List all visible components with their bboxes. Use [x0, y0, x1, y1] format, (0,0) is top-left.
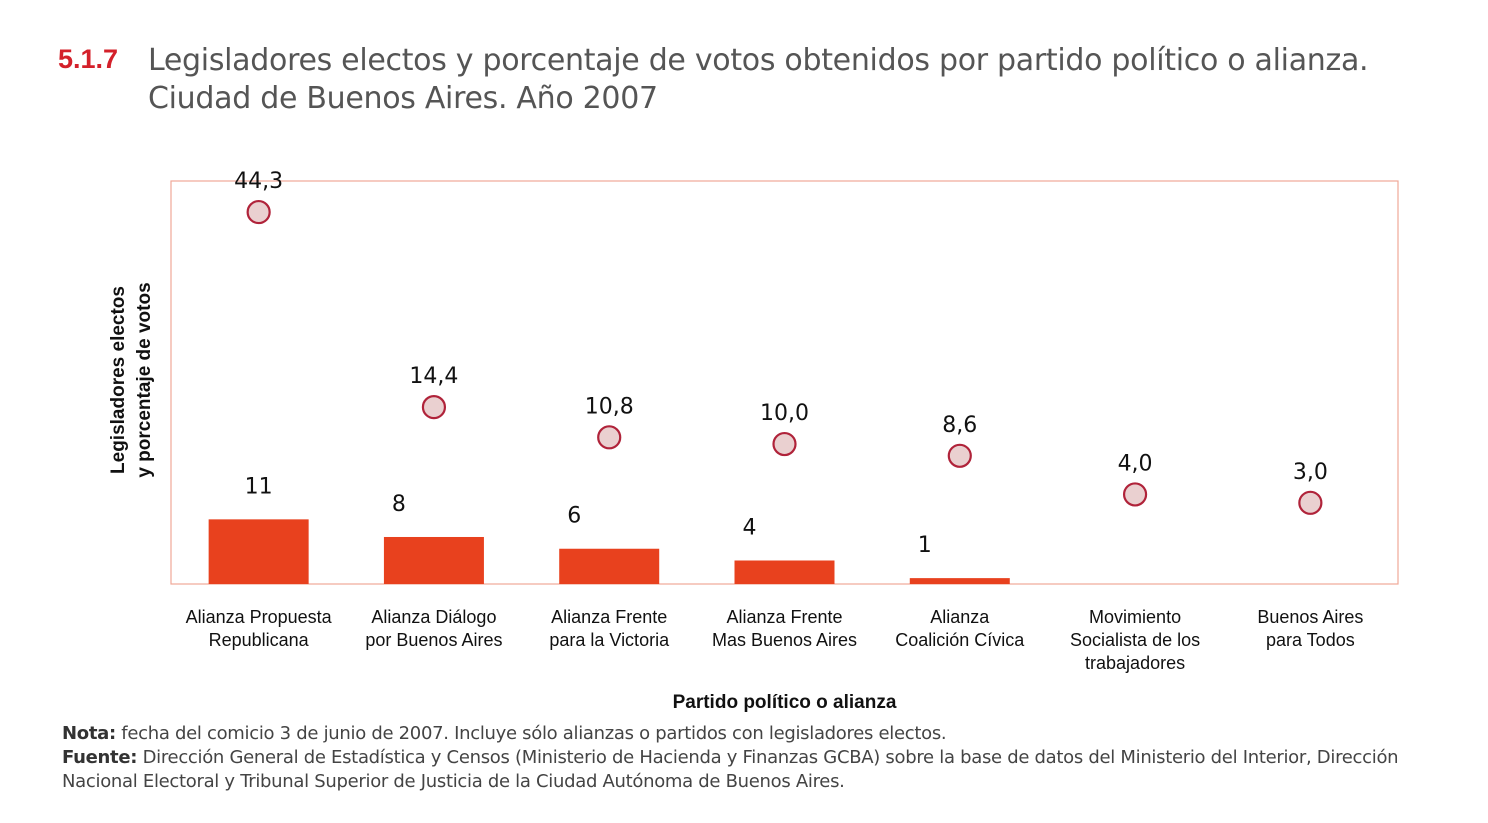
bar-data-label: 4: [743, 515, 757, 540]
x-tick-label: Alianza: [930, 607, 990, 627]
x-tick-label: Republicana: [209, 630, 310, 650]
percent-point: [421, 395, 447, 420]
percent-point: [1298, 490, 1323, 515]
x-tick-label: Coalición Cívica: [895, 630, 1025, 650]
bar: [734, 560, 835, 584]
bar: [559, 548, 660, 584]
x-tick-label: por Buenos Aires: [365, 630, 502, 650]
bar: [208, 519, 309, 584]
percent-data-label: 14,4: [409, 364, 458, 389]
x-tick-label: Alianza Frente: [726, 607, 842, 627]
figure-title-line-1: Legisladores electos y porcentaje de vot…: [148, 43, 1369, 78]
percent-data-label: 10,8: [585, 394, 634, 419]
percent-point: [246, 199, 271, 225]
figure-number: 5.1.7: [58, 44, 119, 74]
fuente-label: Fuente:: [62, 747, 138, 768]
percent-data-label: 4,0: [1118, 451, 1153, 476]
x-tick-label: trabajadores: [1085, 653, 1185, 673]
bar-data-label: 8: [392, 492, 406, 517]
fuente-text: Dirección General de Estadística y Censo…: [62, 747, 1399, 792]
bar: [909, 578, 1010, 584]
bar-series: 11 8 6 4 1: [208, 474, 1010, 584]
plot-frame: [170, 180, 1399, 585]
y-axis-title: Legisladores electos: [108, 286, 129, 474]
percent-data-label: 44,3: [234, 169, 283, 194]
bar-data-label: 11: [245, 474, 273, 499]
plot-area: [170, 180, 1399, 585]
nota-line: Nota: fecha del comicio 3 de junio de 20…: [62, 722, 1462, 746]
fuente-line: Fuente: Dirección General de Estadística…: [62, 746, 1462, 794]
x-tick-label: Buenos Aires: [1257, 607, 1363, 627]
x-axis-tick-labels: Alianza Propuesta Republicana Alianza Diál…: [186, 607, 1364, 673]
percent-series: 44,3 14,4 10,8 10,0 8,6 4,0 3,0: [234, 169, 1328, 515]
percent-point: [1122, 482, 1148, 507]
x-tick-label: Alianza Frente: [551, 607, 667, 627]
nota-label: Nota:: [62, 723, 116, 744]
percent-data-label: 8,6: [942, 413, 977, 438]
x-tick-label: Movimiento: [1089, 607, 1181, 627]
nota-text: fecha del comicio 3 de junio de 2007. In…: [115, 723, 947, 744]
notes: Nota: fecha del comicio 3 de junio de 20…: [62, 722, 1462, 794]
x-axis-title: Partido político o alianza: [673, 692, 897, 713]
x-tick-label: para la Victoria: [549, 630, 670, 650]
percent-point: [947, 443, 972, 468]
percent-point: [772, 431, 797, 457]
combo-chart: 11 8 6 4 1 44,3 14,4 10,8 10,0 8,6 4,0 3,0 Alianza…: [108, 169, 1399, 713]
percent-data-label: 3,0: [1293, 460, 1328, 485]
x-tick-label: Alianza Propuesta: [186, 607, 333, 627]
figure-title-line-2: Ciudad de Buenos Aires. Año 2007: [148, 81, 658, 116]
x-tick-label: Socialista de los: [1070, 630, 1200, 650]
percent-data-label: 10,0: [760, 401, 809, 426]
x-tick-label: para Todos: [1266, 630, 1355, 650]
x-tick-label: Alianza Diálogo: [371, 607, 496, 627]
axis-titles: Partido político o alianza Legisladores e…: [108, 282, 897, 713]
figure-title-text: Legisladores electos y porcentaje de vot…: [148, 42, 1369, 118]
percent-point: [597, 425, 622, 450]
bar-data-label: 6: [567, 504, 581, 529]
bar: [383, 536, 484, 584]
x-tick-label: Mas Buenos Aires: [712, 630, 857, 650]
bar-data-label: 1: [918, 533, 932, 558]
y-axis-title: y porcentaje de votos: [134, 282, 155, 477]
